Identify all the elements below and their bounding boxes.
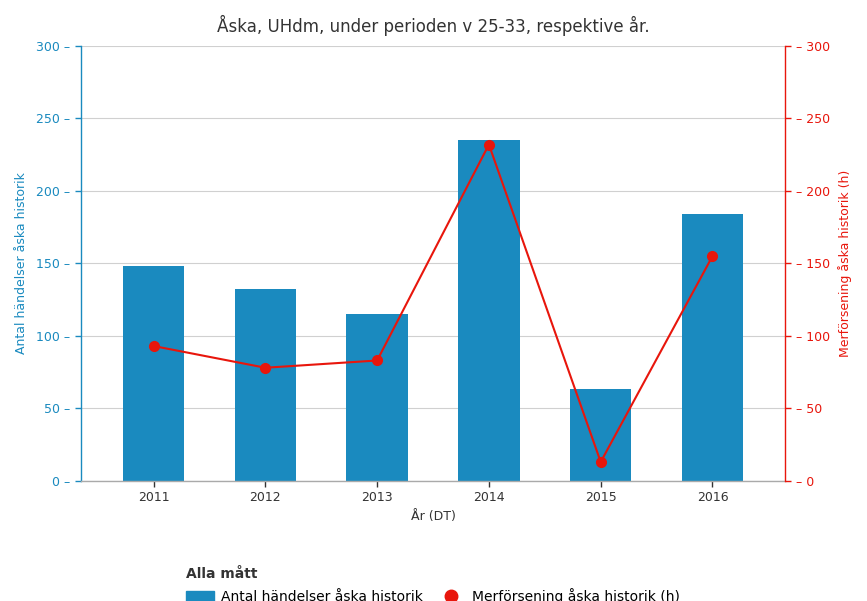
Title: Åska, UHdm, under perioden v 25-33, respektive år.: Åska, UHdm, under perioden v 25-33, resp… [217,15,649,36]
Y-axis label: Antal händelser åska historik: Antal händelser åska historik [15,172,28,355]
Bar [347,314,407,481]
Bar [458,140,519,481]
Bar [235,290,296,481]
Legend: Antal händelser åska historik, Merförsening åska historik (h): Antal händelser åska historik, Merförsen… [181,562,685,601]
X-axis label: År (DT): År (DT) [411,510,455,523]
Bar [123,266,185,481]
Y-axis label: Merförsening åska historik (h): Merförsening åska historik (h) [838,169,852,357]
Bar [681,214,743,481]
Bar [570,389,631,481]
